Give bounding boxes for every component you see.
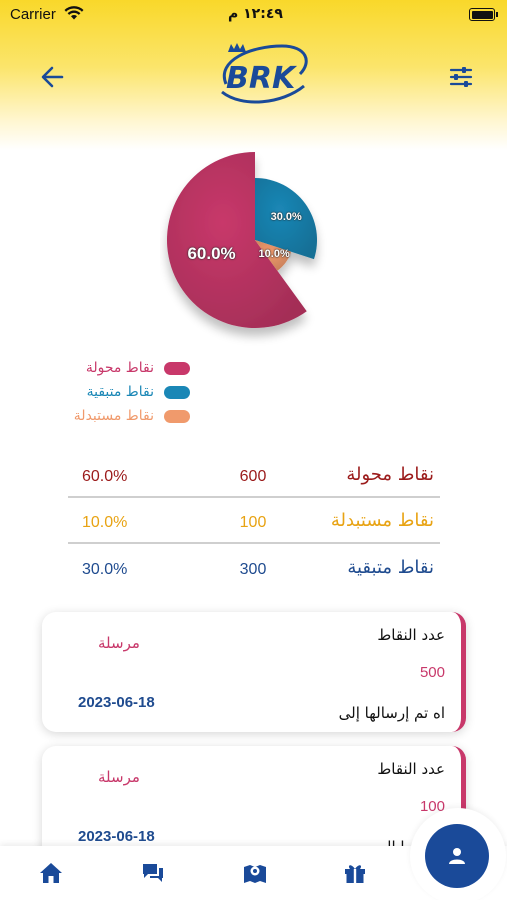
legend-label: نقاط محولة xyxy=(85,360,154,376)
pie-slice-shading xyxy=(255,178,317,260)
legend-label: نقاط مستبدلة xyxy=(73,408,154,424)
card-date: 2023-06-18 xyxy=(78,828,155,845)
summary-label: نقاط متبقية xyxy=(347,557,434,578)
card-status: مرسلة xyxy=(98,768,140,786)
summary-row: نقاط مستبدلة 100 10.0% xyxy=(68,504,440,544)
legend-item: نقاط مستبدلة xyxy=(74,404,190,428)
summary-label: نقاط مستبدلة xyxy=(330,510,434,531)
nav-gift[interactable] xyxy=(342,860,368,886)
summary-percent: 30.0% xyxy=(82,561,128,578)
pie-slice-label: 10.0% xyxy=(258,247,290,260)
map-icon xyxy=(244,865,266,883)
brk-logo: BRK xyxy=(212,40,316,112)
status-bar: Carrier ١٢:٤٩ م xyxy=(0,0,507,30)
battery-icon xyxy=(469,8,498,21)
card-title: عدد النقاط xyxy=(377,626,445,644)
summary-label: نقاط محولة xyxy=(346,464,434,485)
summary-count: 100 xyxy=(239,514,267,531)
legend-swatch xyxy=(164,409,190,423)
summary-percent: 60.0% xyxy=(82,468,128,485)
pie-slice-label: 60.0% xyxy=(187,244,236,264)
nav-map[interactable] xyxy=(242,860,268,886)
status-carrier: Carrier xyxy=(10,6,56,23)
card-date: 2023-06-18 xyxy=(78,694,155,711)
transfer-card[interactable]: عدد النقاط 500 اه تم إرسالها إلى مرسلة 2… xyxy=(42,612,466,732)
legend-label: نقاط متبقية xyxy=(86,384,154,400)
header-background xyxy=(0,0,507,150)
profile-fab[interactable] xyxy=(425,824,489,888)
divider xyxy=(68,542,440,544)
pie-slice-label: 30.0% xyxy=(270,211,302,224)
user-icon xyxy=(449,848,465,864)
summary-count: 600 xyxy=(239,468,267,485)
wifi-icon xyxy=(64,6,84,25)
card-points: 500 xyxy=(419,664,445,681)
arrow-left-icon xyxy=(41,66,64,88)
summary-row: نقاط متبقية 300 30.0% xyxy=(68,551,440,591)
home-icon xyxy=(40,863,62,883)
nav-chat[interactable] xyxy=(140,860,166,886)
nav-home[interactable] xyxy=(38,860,64,886)
back-button[interactable] xyxy=(36,60,70,94)
pie-slice-shading xyxy=(167,152,307,328)
logo-text: BRK xyxy=(226,61,298,96)
card-note: اه تم إرسالها إلى xyxy=(338,704,445,722)
status-time: ١٢:٤٩ م xyxy=(228,6,283,22)
legend-item: نقاط متبقية xyxy=(87,380,190,404)
legend-swatch xyxy=(164,361,190,375)
divider xyxy=(68,496,440,498)
filter-button[interactable] xyxy=(444,60,478,94)
gift-icon xyxy=(345,865,365,883)
sliders-icon xyxy=(449,67,473,87)
summary-row: نقاط محولة 600 60.0% xyxy=(68,458,440,498)
pie-chart: 60.0% 30.0% 10.0% xyxy=(160,150,360,350)
summary-count: 300 xyxy=(239,561,267,578)
legend-swatch xyxy=(164,385,190,399)
summary-percent: 10.0% xyxy=(82,514,128,531)
pie-slice-shading xyxy=(255,240,292,271)
card-title: عدد النقاط xyxy=(377,760,445,778)
card-status: مرسلة xyxy=(98,634,140,652)
chat-icon xyxy=(143,864,163,882)
legend-item: نقاط محولة xyxy=(86,356,190,380)
